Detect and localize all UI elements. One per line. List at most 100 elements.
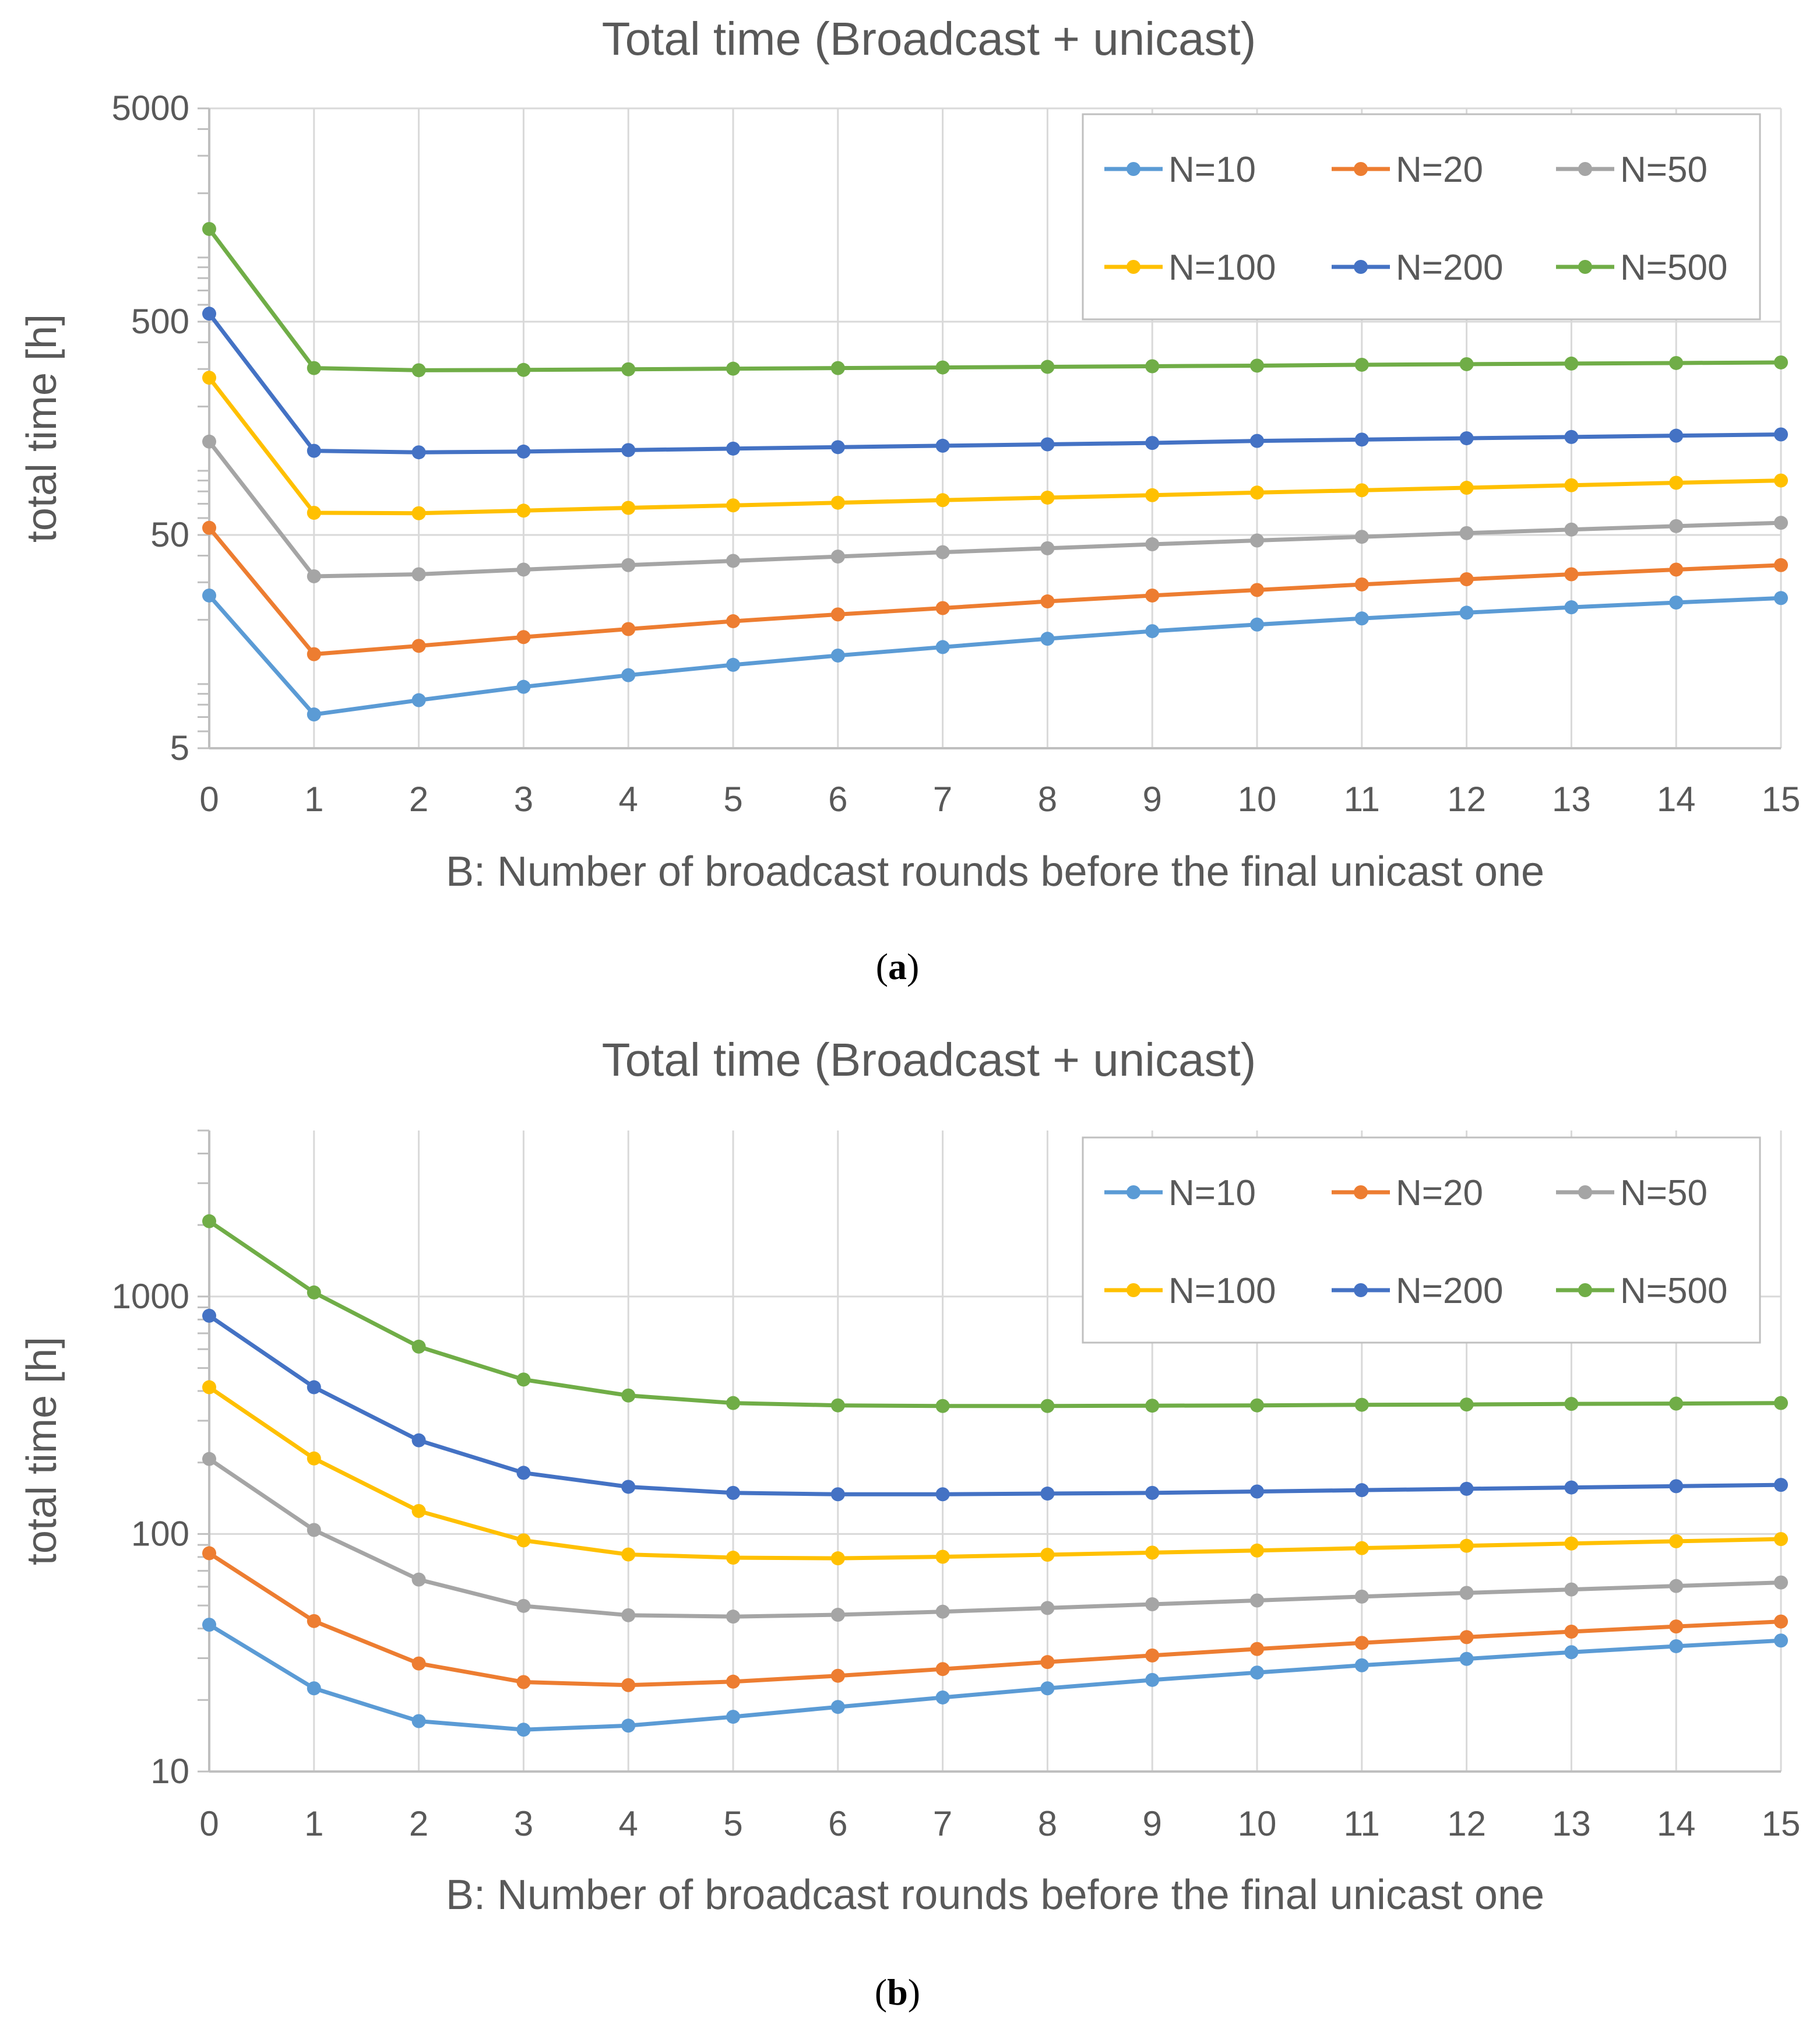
data-point xyxy=(1564,1582,1579,1597)
data-point xyxy=(1354,432,1369,447)
x-axis-label: B: Number of broadcast rounds before the… xyxy=(446,848,1544,895)
x-tick-label: 6 xyxy=(828,1804,847,1843)
data-point xyxy=(1145,1545,1160,1560)
data-point xyxy=(1145,537,1160,552)
data-point xyxy=(307,1285,321,1299)
chart-title: Total time (Broadcast + unicast) xyxy=(602,1034,1256,1086)
x-tick-label: 8 xyxy=(1038,1804,1057,1843)
data-point xyxy=(411,506,426,520)
data-point xyxy=(1669,355,1684,370)
data-point xyxy=(1354,357,1369,372)
data-point xyxy=(621,1608,636,1622)
legend-label: N=200 xyxy=(1396,248,1503,288)
data-point xyxy=(726,498,740,513)
data-point xyxy=(1564,567,1579,582)
data-point xyxy=(1564,478,1579,492)
data-point xyxy=(411,693,426,707)
series-line-N=100 xyxy=(207,376,1782,516)
data-point xyxy=(411,445,426,460)
data-point xyxy=(1250,358,1264,373)
x-tick-label: 8 xyxy=(1038,780,1057,819)
data-point xyxy=(1250,1398,1264,1413)
data-point xyxy=(1669,1534,1684,1548)
data-point xyxy=(830,1551,845,1566)
data-point xyxy=(1564,1645,1579,1660)
data-point xyxy=(935,1399,950,1413)
legend-marker xyxy=(1578,1185,1592,1199)
series-line-N=500 xyxy=(208,1219,1782,1408)
x-tick-label: 1 xyxy=(304,1804,323,1843)
data-point xyxy=(1040,437,1055,452)
data-point xyxy=(1669,1396,1684,1411)
legend-marker xyxy=(1127,1283,1140,1297)
data-point xyxy=(830,1668,845,1683)
x-tick-label: 13 xyxy=(1552,780,1591,819)
data-point xyxy=(830,1700,845,1714)
data-point xyxy=(1669,428,1684,443)
data-point xyxy=(1040,490,1055,505)
data-point xyxy=(726,1610,740,1624)
data-point xyxy=(1250,1665,1264,1680)
data-point xyxy=(516,503,531,518)
data-point xyxy=(516,562,531,577)
data-point xyxy=(1145,624,1160,639)
series-line-N=20 xyxy=(207,526,1782,657)
data-point xyxy=(202,588,216,603)
data-point xyxy=(1250,533,1264,548)
data-point xyxy=(307,569,321,583)
data-point xyxy=(1669,1579,1684,1593)
legend-marker xyxy=(1354,260,1368,274)
x-tick-label: 10 xyxy=(1238,1804,1277,1843)
x-tick-label: 7 xyxy=(933,780,952,819)
data-point xyxy=(1354,1658,1369,1672)
x-tick-label: 15 xyxy=(1762,1804,1801,1843)
x-tick-label: 2 xyxy=(409,780,428,819)
series-line-N=50 xyxy=(208,1457,1782,1619)
legend-label: N=200 xyxy=(1396,1271,1503,1311)
data-point xyxy=(202,1618,216,1632)
data-point xyxy=(202,307,216,321)
data-point xyxy=(516,1675,531,1689)
data-point xyxy=(1774,1575,1788,1590)
x-tick-label: 2 xyxy=(409,1804,428,1843)
data-point xyxy=(307,361,321,375)
data-point xyxy=(202,371,216,385)
chart-title: Total time (Broadcast + unicast) xyxy=(602,13,1256,65)
data-point xyxy=(1774,473,1788,488)
data-point xyxy=(621,501,636,515)
data-point xyxy=(1669,596,1684,610)
x-tick-label: 9 xyxy=(1143,1804,1162,1843)
x-tick-label: 12 xyxy=(1447,780,1486,819)
data-point xyxy=(516,1372,531,1387)
data-point xyxy=(1459,481,1474,495)
legend-marker xyxy=(1578,260,1592,274)
data-point xyxy=(1774,427,1788,442)
data-point xyxy=(1459,605,1474,620)
y-tick-label: 50 xyxy=(150,515,189,554)
legend-marker xyxy=(1578,1283,1592,1297)
data-point xyxy=(307,1380,321,1394)
data-point xyxy=(202,1380,216,1394)
data-point xyxy=(411,1433,426,1448)
data-point xyxy=(1145,359,1160,374)
data-point xyxy=(1145,1597,1160,1612)
series-line-N=200 xyxy=(207,312,1782,455)
data-point xyxy=(307,1681,321,1696)
data-point xyxy=(1040,632,1055,646)
x-tick-label: 11 xyxy=(1344,1804,1380,1843)
data-point xyxy=(1564,1397,1579,1411)
data-point xyxy=(726,554,740,568)
data-point xyxy=(1459,1651,1474,1666)
data-point xyxy=(1459,1586,1474,1600)
data-point xyxy=(1250,1484,1264,1499)
data-point xyxy=(621,622,636,636)
y-tick-label: 500 xyxy=(131,302,189,341)
data-point xyxy=(1354,611,1369,626)
x-tick-label: 3 xyxy=(514,780,533,819)
data-point xyxy=(1040,594,1055,609)
data-point xyxy=(1354,1483,1369,1498)
data-point xyxy=(202,1214,216,1228)
data-point xyxy=(726,657,740,672)
data-point xyxy=(726,1485,740,1500)
